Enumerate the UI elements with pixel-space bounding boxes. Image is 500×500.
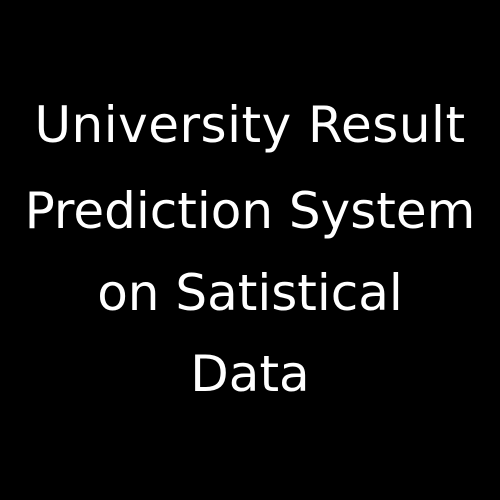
title-line-3: on Satistical xyxy=(97,264,403,322)
title-line-4: Data xyxy=(190,345,310,403)
title-line-1: University Result xyxy=(34,96,466,154)
title-line-2: Prediction System xyxy=(24,182,476,240)
